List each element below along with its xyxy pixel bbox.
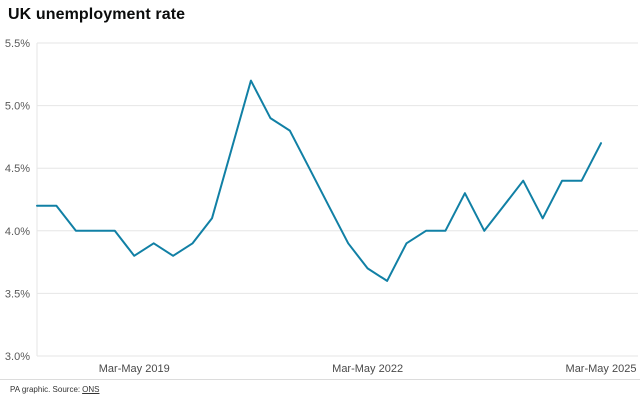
y-axis-tick-label: 5.0% bbox=[5, 101, 30, 113]
y-axis-tick-label: 4.0% bbox=[5, 226, 30, 238]
chart-title: UK unemployment rate bbox=[8, 6, 186, 23]
footer-credit: PA graphic. Source: ONS bbox=[10, 385, 99, 394]
y-axis-tick-label: 3.5% bbox=[5, 288, 30, 300]
source-link[interactable]: ONS bbox=[82, 385, 100, 394]
footer-credit-text: PA graphic. Source: bbox=[10, 385, 81, 394]
x-axis-tick-label: Mar-May 2019 bbox=[99, 363, 170, 375]
data-line bbox=[36, 79, 602, 282]
y-axis-tick-label: 3.0% bbox=[5, 351, 30, 363]
footer-divider bbox=[0, 379, 640, 380]
x-axis-tick-label: Mar-May 2022 bbox=[332, 363, 403, 375]
unemployment-line-chart: 5.5% 5.0% 4.5% 4.0% 3.5% 3.0% Mar-May 2019 Mar-… bbox=[5, 38, 638, 375]
x-axis-tick-label: Mar-May 2025 bbox=[566, 363, 637, 375]
y-axis-tick-label: 4.5% bbox=[5, 163, 30, 175]
y-axis-tick-label: 5.5% bbox=[5, 38, 30, 50]
